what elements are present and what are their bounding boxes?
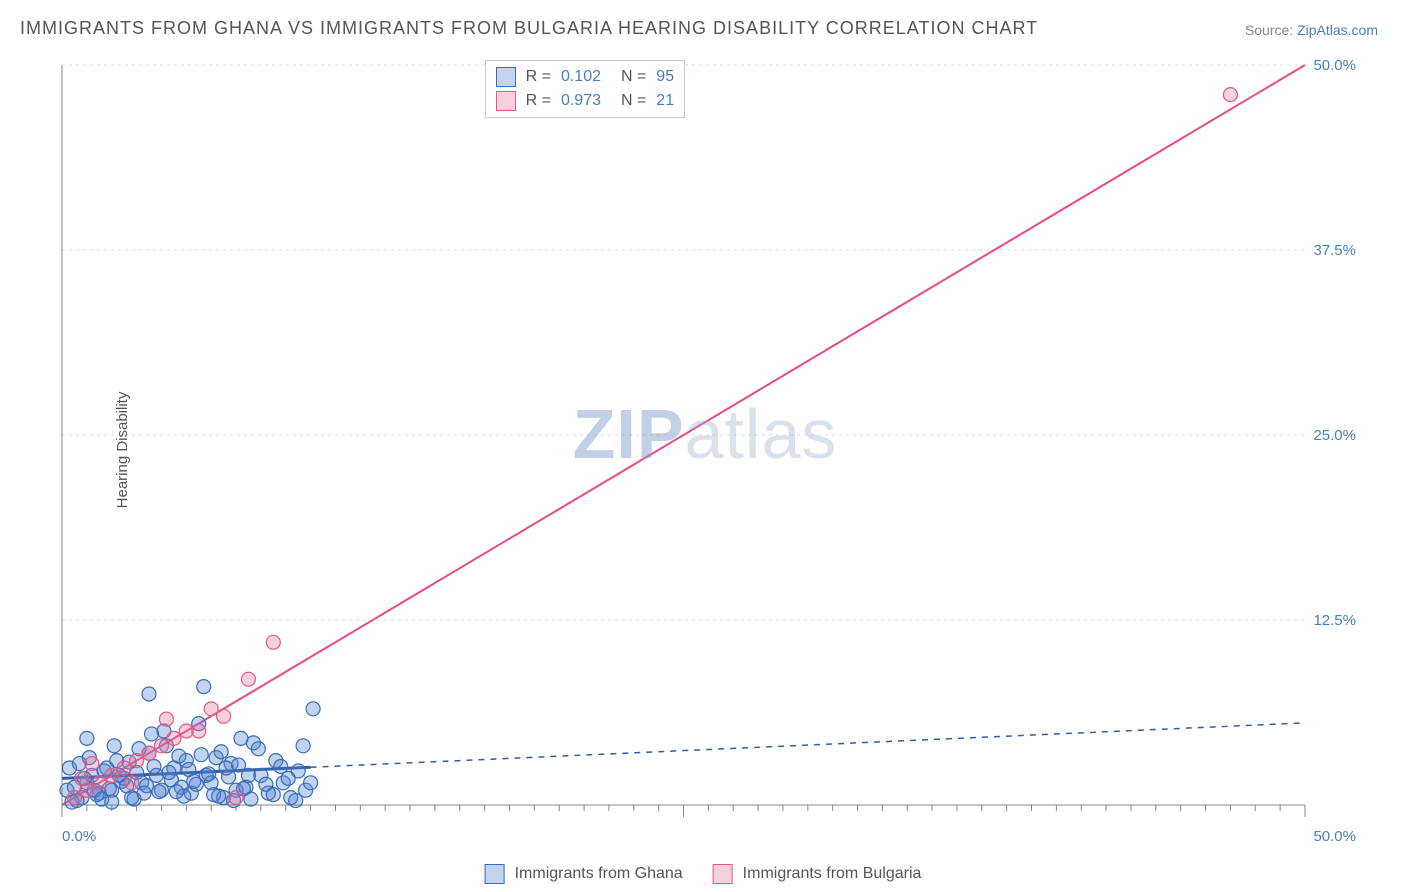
stats-n-value: 21 [656,89,674,113]
legend-item-bulgaria: Immigrants from Bulgaria [713,864,922,884]
stats-row: R = 0.973 N = 21 [496,89,674,113]
chart-title: IMMIGRANTS FROM GHANA VS IMMIGRANTS FROM… [20,18,1038,39]
stats-r-value: 0.102 [561,65,611,89]
svg-text:50.0%: 50.0% [1313,828,1356,845]
legend-label-ghana: Immigrants from Ghana [515,865,683,883]
stats-r-value: 0.973 [561,89,611,113]
source-label: Source: [1245,22,1297,38]
legend-swatch-ghana [485,864,505,884]
legend-label-bulgaria: Immigrants from Bulgaria [743,865,922,883]
stats-r-label: R = [526,89,551,113]
legend: Immigrants from Ghana Immigrants from Bu… [485,864,922,884]
stats-swatch [496,91,516,111]
stats-r-label: R = [526,65,551,89]
stats-n-label: N = [621,89,646,113]
svg-text:12.5%: 12.5% [1313,612,1356,629]
source-attribution: Source: ZipAtlas.com [1245,22,1378,38]
svg-text:50.0%: 50.0% [1313,57,1356,74]
stats-box: R = 0.102 N = 95 R = 0.973 N = 21 [485,60,685,118]
stats-swatch [496,67,516,87]
svg-text:0.0%: 0.0% [62,828,96,845]
stats-row: R = 0.102 N = 95 [496,65,674,89]
legend-swatch-bulgaria [713,864,733,884]
legend-item-ghana: Immigrants from Ghana [485,864,683,884]
chart-svg: 12.5% 25.0% 37.5% 50.0% 0.0% 50.0% [50,55,1360,845]
source-link[interactable]: ZipAtlas.com [1297,22,1378,38]
y-axis-label: Hearing Disability [114,392,131,509]
svg-text:37.5%: 37.5% [1313,242,1356,259]
chart-plot-area: 12.5% 25.0% 37.5% 50.0% 0.0% 50.0% Hearing Di… [50,55,1360,845]
svg-text:25.0%: 25.0% [1313,427,1356,444]
stats-n-value: 95 [656,65,674,89]
stats-n-label: N = [621,65,646,89]
